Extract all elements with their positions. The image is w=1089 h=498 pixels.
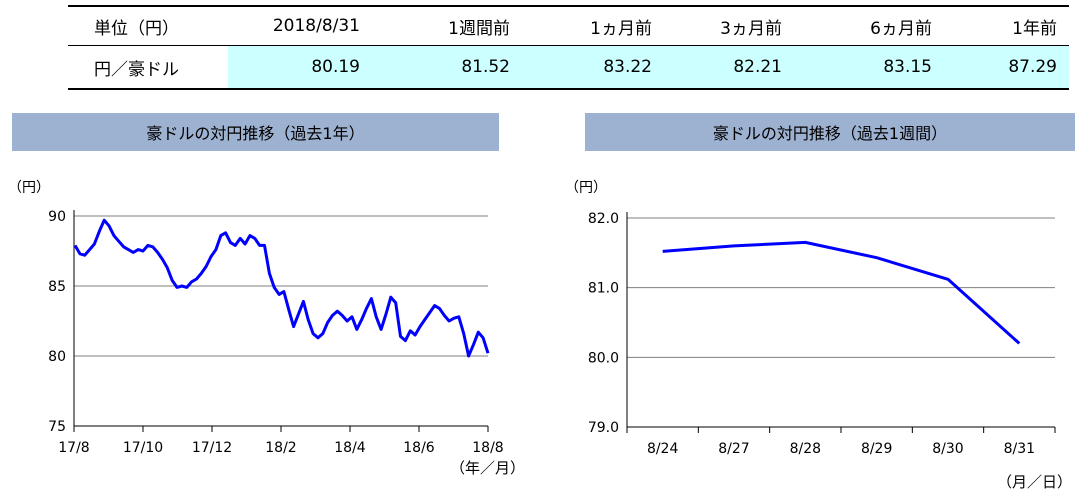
x-tick-label: 8/24	[647, 441, 679, 457]
header-unit: 単位（円）	[94, 18, 179, 39]
header-6month: 6ヵ月前	[870, 18, 932, 39]
header-3month: 3ヵ月前	[720, 18, 782, 39]
chart2-ylabel: （円）	[565, 180, 607, 196]
x-tick-label: 18/2	[265, 440, 296, 456]
rate-table-header: 単位（円） 2018/8/31 1週間前 1ヵ月前 3ヵ月前 6ヵ月前 1年前	[68, 8, 1069, 44]
x-tick-label: 17/10	[123, 440, 163, 456]
chart2-series-line	[662, 240, 1021, 345]
value-3month: 82.21	[733, 57, 782, 77]
x-tick-label: 8/27	[718, 441, 749, 457]
header-1week: 1週間前	[448, 18, 510, 39]
y-tick-label: 85	[48, 279, 66, 295]
chart1-title: 豪ドルの対円推移（過去1年）	[12, 113, 499, 151]
value-1year: 87.29	[1008, 57, 1057, 77]
chart2-xlabel: （月／日）	[997, 473, 1072, 491]
rate-table: 単位（円） 2018/8/31 1週間前 1ヵ月前 3ヵ月前 6ヵ月前 1年前 …	[68, 5, 1069, 90]
x-tick-label: 18/6	[403, 440, 435, 456]
row-label: 円／豪ドル	[94, 59, 179, 80]
chart1-xlabel: （年／月）	[450, 459, 525, 477]
value-1week: 81.52	[461, 57, 510, 77]
value-current: 80.19	[311, 57, 360, 77]
chart1-ylabel: （円）	[8, 180, 50, 196]
y-tick-label: 79.0	[588, 420, 619, 436]
x-tick-label: 8/29	[861, 441, 892, 457]
y-tick-label: 82.0	[588, 211, 619, 227]
chart-1week: （円） （月／日） 82.0 81.0 80.0 79.0 8/24 8/27 8/28 8…	[565, 180, 1072, 491]
header-date: 2018/8/31	[272, 16, 360, 36]
chart1-series-line	[73, 218, 490, 358]
y-tick-label: 80	[48, 349, 66, 365]
header-1year: 1年前	[1012, 18, 1057, 39]
y-tick-label: 80.0	[588, 350, 619, 366]
value-6month: 83.15	[883, 57, 932, 77]
x-tick-label: 18/8	[472, 440, 503, 456]
chart-1year: （円） （年／月） 90 85 80 75 17/8 17/10 17/12 18/2 18/…	[8, 180, 525, 477]
chart2-title: 豪ドルの対円推移（過去1週間）	[585, 113, 1075, 151]
x-tick-label: 17/8	[58, 440, 89, 456]
value-1month: 83.22	[603, 57, 652, 77]
rate-table-row: 円／豪ドル 80.19 81.52 83.22 82.21 83.15 87.2…	[68, 46, 1069, 88]
x-tick-label: 18/4	[334, 440, 366, 456]
x-tick-label: 17/12	[192, 440, 232, 456]
x-tick-label: 8/28	[790, 441, 821, 457]
y-tick-label: 75	[48, 419, 66, 435]
x-tick-label: 8/31	[1004, 441, 1035, 457]
x-tick-label: 8/30	[932, 441, 963, 457]
header-1month: 1ヵ月前	[590, 18, 652, 39]
y-tick-label: 81.0	[588, 281, 619, 297]
y-tick-label: 90	[48, 209, 66, 225]
